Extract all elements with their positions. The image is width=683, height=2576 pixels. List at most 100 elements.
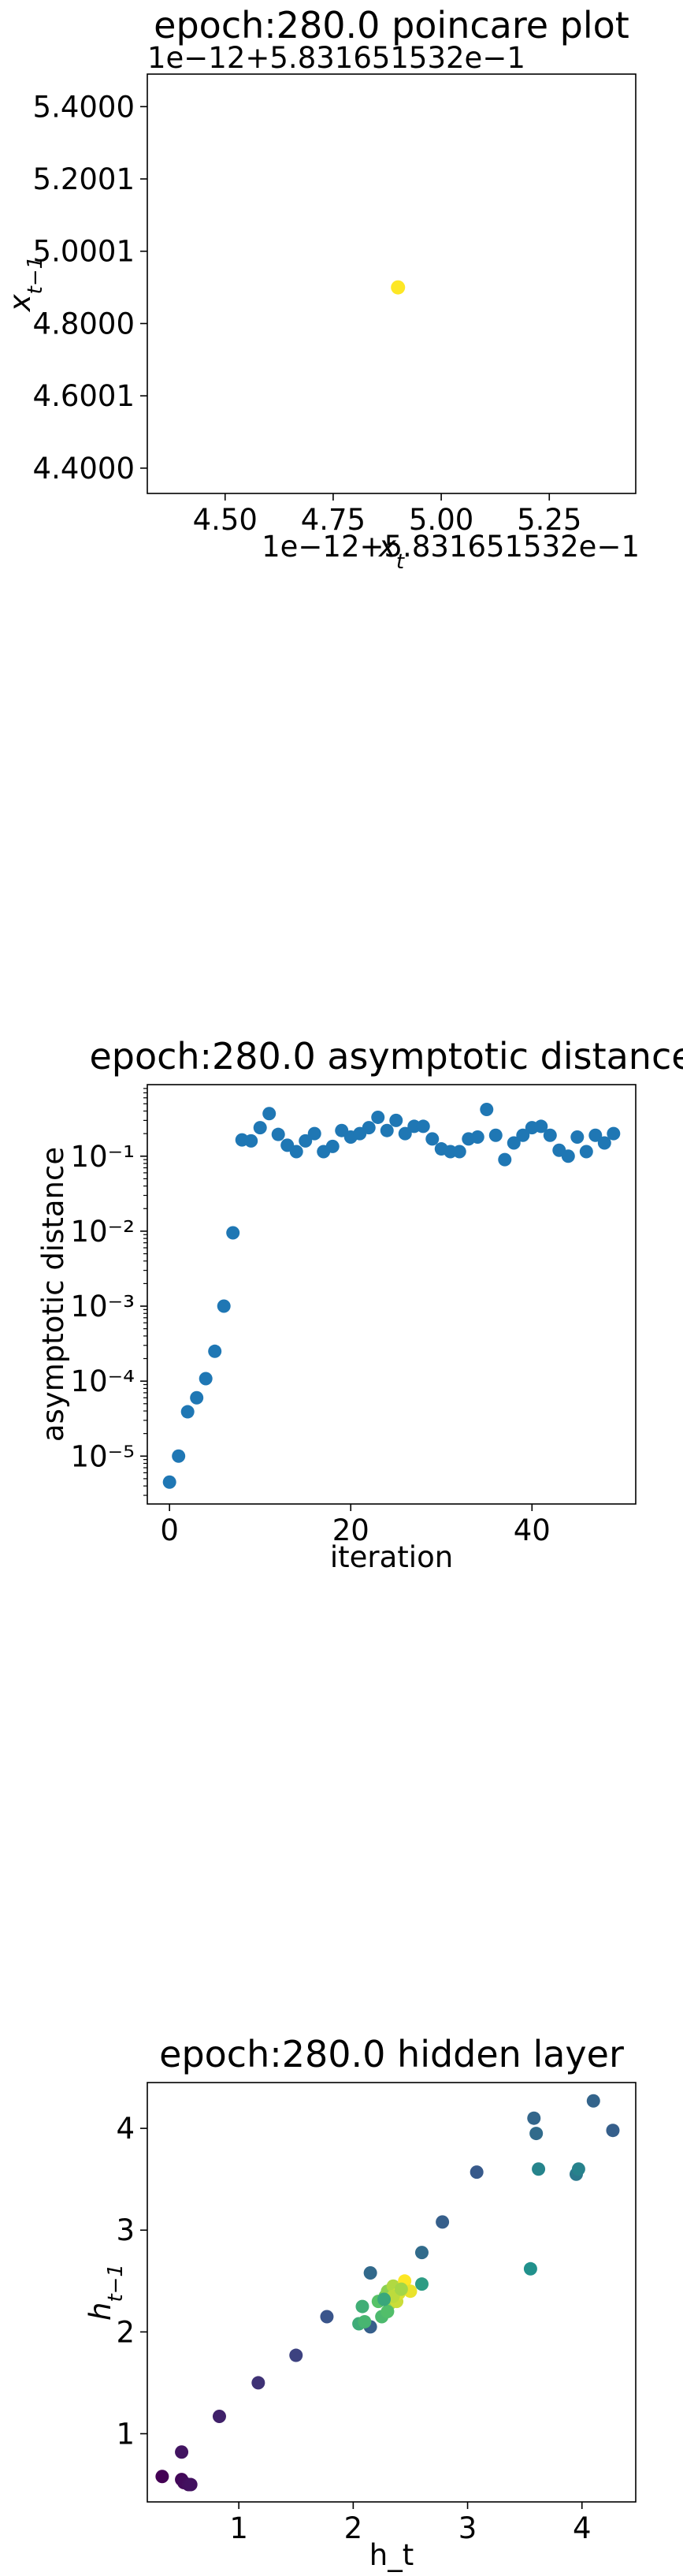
y-axis-label: asymptotic distance <box>36 1147 70 1442</box>
data-point <box>289 1145 303 1159</box>
data-point <box>180 1405 195 1419</box>
data-point <box>606 2124 620 2138</box>
data-point <box>488 1128 503 1142</box>
x-tick-label: 40 <box>514 1513 551 1547</box>
data-point <box>543 1128 557 1142</box>
data-point <box>217 1299 231 1313</box>
data-point <box>561 1149 575 1163</box>
data-point <box>358 2314 372 2328</box>
y-tick-label: 2 <box>116 2315 135 2349</box>
axes-frame <box>147 73 637 494</box>
data-point <box>244 1134 258 1148</box>
x-tick-label: 1 <box>229 2511 248 2545</box>
data-point <box>363 2265 377 2280</box>
data-point <box>534 1119 548 1134</box>
y-tick-label: 4.8000 <box>33 307 135 341</box>
data-point <box>325 1139 340 1153</box>
y-tick-label: 4 <box>116 2112 135 2146</box>
data-point <box>398 1126 412 1141</box>
x-offset-label: 1e−12+5.831651532e−1 <box>262 530 640 564</box>
y-tick-label: 3 <box>116 2213 135 2247</box>
data-point <box>184 2477 198 2492</box>
axes-frame <box>147 1084 637 1505</box>
data-point <box>470 2165 484 2180</box>
data-point <box>607 1126 621 1141</box>
y-tick-label: 10⁻² <box>71 1215 135 1249</box>
y-axis-label: xt−1 <box>3 256 47 312</box>
data-point <box>570 1130 585 1144</box>
y-tick-label: 4.4000 <box>33 452 135 486</box>
data-point <box>299 1134 313 1148</box>
x-axis-label: h_t <box>369 2538 414 2572</box>
x-tick-label: 4 <box>573 2511 592 2545</box>
data-point <box>172 1449 186 1463</box>
data-point <box>199 1372 213 1386</box>
data-point <box>380 2305 395 2319</box>
data-point <box>452 1145 466 1159</box>
data-point <box>226 1226 240 1240</box>
chart-title: epoch:280.0 poincare plot <box>154 4 629 47</box>
data-point <box>529 2127 544 2141</box>
data-point <box>262 1107 277 1121</box>
data-point <box>389 1113 403 1127</box>
x-tick-label: 0 <box>160 1513 179 1547</box>
data-point <box>579 1145 593 1159</box>
data-point <box>251 2376 265 2390</box>
data-point <box>355 2299 369 2314</box>
data-point <box>380 1123 394 1137</box>
data-point <box>190 1390 204 1405</box>
data-point <box>597 1136 611 1150</box>
y-tick-label: 5.0001 <box>33 235 135 269</box>
data-point <box>414 2277 429 2291</box>
y-axis-label: ht−1 <box>84 2264 128 2321</box>
data-point <box>416 1119 430 1134</box>
x-tick-label: 4.50 <box>193 503 258 537</box>
data-point <box>480 1102 494 1116</box>
data-point <box>307 1126 321 1141</box>
data-point <box>425 1132 440 1146</box>
asymptotic-distance-panel: epoch:280.0 asymptotic distance 0 20 40 10⁻⁵… <box>36 1035 683 1574</box>
y-tick-label: 5.2001 <box>33 162 135 196</box>
data-point <box>414 2246 429 2260</box>
x-tick-label: 5.00 <box>409 503 473 537</box>
data-point <box>271 1127 285 1141</box>
x-tick-label: 20 <box>332 1513 369 1547</box>
data-point <box>320 2310 334 2324</box>
data-point <box>523 2261 537 2276</box>
x-tick-label: 5.25 <box>517 503 581 537</box>
y-tick-label: 10⁻⁴ <box>71 1364 135 1398</box>
data-point <box>253 1121 267 1135</box>
data-point <box>532 2162 546 2176</box>
x-axis-label: iteration <box>330 1540 453 1574</box>
data-point <box>212 2410 226 2424</box>
x-tick-label: 3 <box>458 2511 477 2545</box>
y-tick-label: 5.4000 <box>33 90 135 124</box>
y-tick-label: 4.6001 <box>33 379 135 413</box>
data-point <box>371 1110 385 1124</box>
x-tick-label: 4.75 <box>301 503 366 537</box>
data-point <box>162 1475 176 1489</box>
data-point <box>436 2215 450 2229</box>
chart-title: epoch:280.0 asymptotic distance <box>89 1035 683 1078</box>
poincare-plot-panel: epoch:280.0 poincare plot 4.50 4.75 5.00 5.2… <box>3 4 640 574</box>
x-tick-label: 2 <box>344 2511 363 2545</box>
y-tick-label: 10⁻¹ <box>71 1140 135 1174</box>
data-point <box>527 2111 541 2125</box>
data-point <box>289 2348 303 2362</box>
data-point <box>394 2282 408 2296</box>
y-offset-label: 1e−12+5.831651532e−1 <box>147 41 525 75</box>
data-point <box>377 2292 392 2306</box>
axes-frame <box>147 2082 637 2503</box>
data-point <box>362 1121 376 1135</box>
chart-title: epoch:280.0 hidden layer <box>159 2033 624 2075</box>
data-point <box>175 2445 189 2459</box>
data-point <box>155 2470 169 2484</box>
data-point <box>470 1130 484 1144</box>
data-point <box>507 1136 521 1150</box>
y-tick-label: 10⁻³ <box>71 1290 135 1323</box>
data-point <box>498 1152 512 1167</box>
hidden-layer-panel: epoch:280.0 hidden layer 1 2 3 4 1 2 3 4 h_t ht−1 <box>84 2033 637 2572</box>
data-point <box>571 2162 585 2176</box>
data-point <box>516 1128 530 1142</box>
data-point <box>588 1128 603 1142</box>
